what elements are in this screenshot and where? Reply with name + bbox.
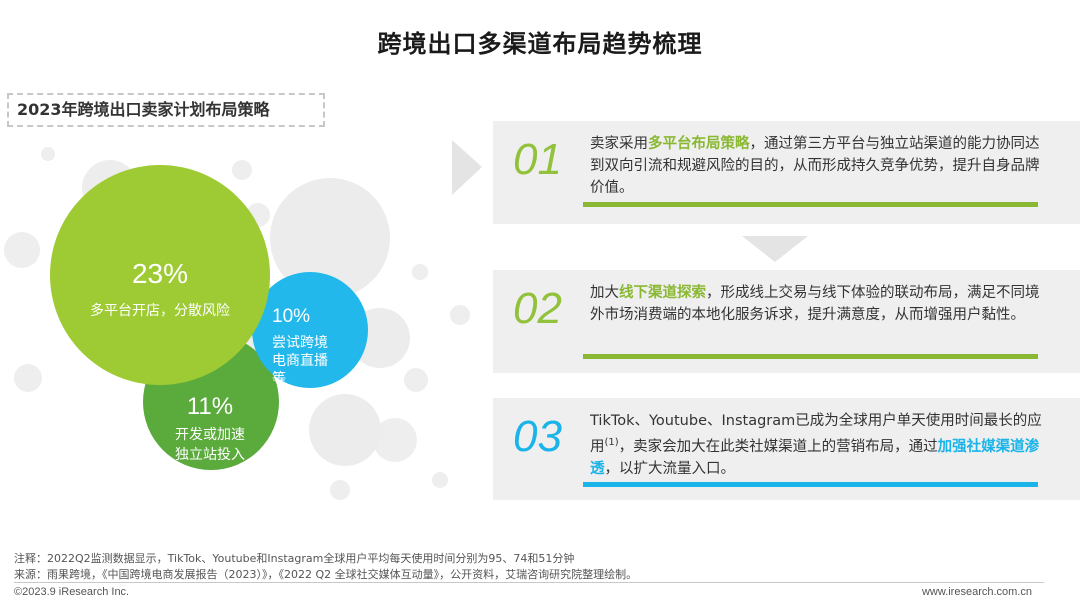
panel-text-pre: 卖家采用: [590, 136, 648, 152]
note-text: 注释：2022Q2监测数据显示，TikTok、Youtube和Instagram…: [14, 552, 575, 565]
panel-text-highlight: 加强社媒渠道渗透: [590, 438, 1040, 477]
bg-circle: [270, 178, 390, 298]
panel-accent-bar: [583, 354, 1038, 359]
panel-text: 卖家采用多平台布局策略，通过第三方平台与独立站渠道的能力协同达到双向引流和规避风…: [590, 133, 1050, 199]
panel-text-highlight: 线下渠道探索: [619, 285, 706, 301]
bubble-label-23: 23% 多平台开店，分散风险: [55, 258, 265, 320]
insight-panel-01: 01 卖家采用多平台布局策略，通过第三方平台与独立站渠道的能力协同达到双向引流和…: [493, 121, 1080, 224]
panel-accent-bar: [583, 202, 1038, 207]
panel-text: TikTok、Youtube、Instagram已成为全球用户单天使用时间最长的…: [590, 410, 1050, 480]
bg-circle: [404, 368, 428, 392]
insight-panel-03: 03 TikTok、Youtube、Instagram已成为全球用户单天使用时间…: [493, 398, 1080, 500]
panel-text-post: ，通过第三方平台与独立站渠道的能力协同达到双向引流和规避风险的目的，从而形成持久…: [590, 136, 1040, 196]
bubble-text: 开发或加速: [175, 427, 245, 443]
panel-number: 01: [513, 135, 562, 184]
arrow-down-icon: [742, 236, 808, 262]
footer-divider: [14, 582, 1044, 583]
bubble-label-11: 11% 开发或加速 独立站投入: [160, 393, 260, 465]
bg-circle: [450, 305, 470, 325]
chart-title-box: 2023年跨境出口卖家计划布局策略: [7, 93, 325, 127]
bg-circle: [432, 472, 448, 488]
bg-circle: [309, 394, 381, 466]
panel-number: 03: [513, 412, 562, 461]
panel-text-highlight: 多平台布局策略: [648, 136, 750, 152]
bubble-23: [50, 165, 270, 385]
bg-circle: [330, 480, 350, 500]
bubble-text: 独立站投入: [175, 447, 245, 463]
bubble-text: 多平台开店，分散风险: [90, 303, 230, 319]
bubble-value: 11%: [186, 393, 234, 420]
chart-title: 2023年跨境出口卖家计划布局策略: [17, 100, 270, 119]
panel-text: 加大线下渠道探索，形成线上交易与线下体验的联动布局，满足不同境外市场消费端的本地…: [590, 282, 1050, 326]
panel-text-mid: ，卖家会加大在此类社媒渠道上的营销布局，通过: [618, 438, 938, 455]
bubble-text: 等: [272, 371, 286, 387]
panel-text-post: ，形成线上交易与线下体验的联动布局，满足不同境外市场消费端的本地化服务诉求，提升…: [590, 285, 1040, 323]
bg-circle: [232, 160, 252, 180]
bg-circle: [373, 418, 417, 462]
bubble-text: 电商直播: [272, 353, 328, 369]
copyright: ©2023.9 iResearch Inc.: [14, 586, 130, 598]
bg-circle: [41, 147, 55, 161]
bg-circle: [4, 232, 40, 268]
panel-number: 02: [513, 284, 562, 333]
panel-text-post: ，以扩大流量入口。: [604, 460, 736, 477]
bubble-value: 10%: [272, 306, 311, 327]
bubble-chart: [4, 147, 470, 500]
footnote-ref: (1): [604, 437, 619, 448]
bg-circle: [412, 264, 428, 280]
bubble-value: 23%: [131, 258, 189, 289]
panel-text-pre: 加大: [590, 285, 619, 301]
bubble-label-10: 10% 尝试跨境 电商直播 等: [262, 306, 342, 388]
panel-accent-bar: [583, 482, 1038, 487]
insight-panel-02: 02 加大线下渠道探索，形成线上交易与线下体验的联动布局，满足不同境外市场消费端…: [493, 270, 1080, 373]
page-title: 跨境出口多渠道布局趋势梳理: [377, 30, 703, 58]
bubble-10: [252, 272, 368, 388]
bubble-text: 尝试跨境: [272, 335, 328, 351]
website: www.iresearch.com.cn: [921, 586, 1032, 598]
panel-text-pre: TikTok、Youtube、Instagram已成为全球用户单天使用时间最长的…: [590, 413, 1042, 455]
source-text: 来源：雨果跨境，《中国跨境电商发展报告（2023）》，《2022 Q2 全球社交…: [14, 568, 638, 581]
arrow-right-icon: [452, 140, 482, 195]
bg-circle: [14, 364, 42, 392]
